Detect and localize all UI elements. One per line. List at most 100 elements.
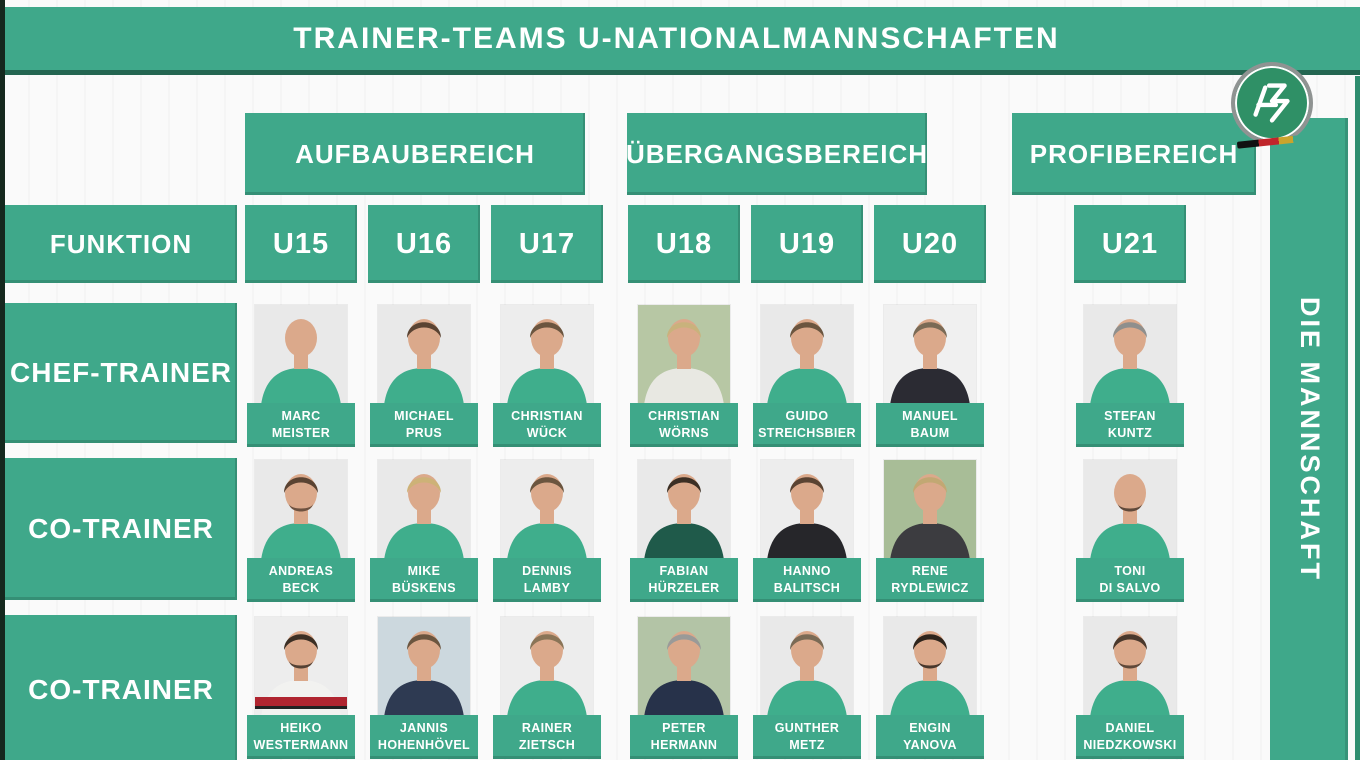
- person-photo: [638, 617, 730, 717]
- person-name-line: HANNO: [783, 564, 831, 579]
- row-label-line: TRAINER: [82, 673, 214, 705]
- column-header-u20: U20: [874, 205, 986, 283]
- person-name-plate: RENE RYDLEWICZ: [876, 558, 984, 602]
- person-name-plate: STEFAN KUNTZ: [1076, 403, 1184, 447]
- person-andreas-beck: ANDREAS BECK: [247, 460, 355, 604]
- person-name-line: ZIETSCH: [518, 738, 576, 752]
- person-name-plate: ENGIN YANOVA: [876, 715, 984, 759]
- group-header-profibereich: PROFIBEREICH: [1012, 113, 1256, 195]
- person-name-plate: MICHAEL PRUS: [370, 403, 478, 447]
- person-avatar-icon: [1084, 460, 1176, 560]
- person-name-line: HERMANN: [650, 738, 718, 752]
- person-photo: [761, 460, 853, 560]
- row-label-chef-trainer-1: CHEF- TRAINER: [5, 303, 237, 443]
- person-photo: [761, 305, 853, 405]
- person-avatar-icon: [501, 460, 593, 560]
- person-name-plate: MIKE BÜSKENS: [370, 558, 478, 602]
- person-name-plate: CHRISTIAN WÖRNS: [630, 403, 738, 447]
- person-avatar-icon: [884, 460, 976, 560]
- person-photo: [1084, 460, 1176, 560]
- person-photo: [1084, 617, 1176, 717]
- person-photo: [884, 460, 976, 560]
- side-banner: DIE MANNSCHAFT: [1270, 118, 1348, 760]
- person-hanno-balitsch: HANNO BALITSCH: [753, 460, 861, 604]
- person-avatar-icon: [761, 617, 853, 717]
- person-name-line: WÜCK: [526, 426, 568, 440]
- row-label-line: CO-: [28, 512, 83, 544]
- person-name-line: MANUEL: [902, 409, 958, 424]
- person-photo: [501, 617, 593, 717]
- person-name-plate: HEIKO WESTERMANN: [247, 715, 355, 759]
- person-heiko-westermann: HEIKO WESTERMANN: [247, 617, 355, 760]
- person-avatar-icon: [638, 305, 730, 405]
- person-name-plate: PETER HERMANN: [630, 715, 738, 759]
- column-header-u16: U16: [368, 205, 480, 283]
- person-avatar-icon: [255, 460, 347, 560]
- person-name-plate: GUNTHER METZ: [753, 715, 861, 759]
- side-banner-text: DIE MANNSCHAFT: [1294, 296, 1325, 582]
- function-header-box: FUNKTION: [5, 205, 237, 283]
- person-name-line: JANNIS: [399, 721, 449, 736]
- person-name-line: DI SALVO: [1099, 581, 1161, 595]
- person-photo: [501, 305, 593, 405]
- person-avatar-icon: [761, 460, 853, 560]
- person-name-plate: JANNIS HOHENHÖVEL: [370, 715, 478, 759]
- person-dennis-lamby: DENNIS LAMBY: [493, 460, 601, 604]
- person-name-line: BECK: [282, 581, 320, 595]
- person-name-line: BÜSKENS: [392, 581, 456, 595]
- person-jannis-hohenhövel: JANNIS HOHENHÖVEL: [370, 617, 478, 760]
- person-name-plate: CHRISTIAN WÜCK: [493, 403, 601, 447]
- person-name-line: ANDREAS: [268, 564, 334, 579]
- person-name-line: MEISTER: [271, 426, 331, 440]
- person-avatar-icon: [761, 305, 853, 405]
- page-title: TRAINER-TEAMS U-NATIONALMANNSCHAFTEN: [293, 21, 1060, 55]
- person-peter-hermann: PETER HERMANN: [630, 617, 738, 760]
- person-daniel-niedzkowski: DANIEL NIEDZKOWSKI: [1076, 617, 1184, 760]
- person-photo: [884, 617, 976, 717]
- person-avatar-icon: [638, 460, 730, 560]
- person-name-line: BALITSCH: [773, 581, 841, 595]
- person-name-line: KUNTZ: [1107, 426, 1153, 440]
- person-name-plate: DANIEL NIEDZKOWSKI: [1076, 715, 1184, 759]
- person-avatar-icon: [378, 617, 470, 717]
- person-avatar-icon: [638, 617, 730, 717]
- person-name-line: BAUM: [910, 426, 950, 440]
- person-name-line: RAINER: [521, 721, 573, 736]
- person-name-line: DENNIS: [522, 564, 572, 579]
- person-name-line: GUIDO: [785, 409, 829, 424]
- column-header-u17: U17: [491, 205, 603, 283]
- person-name-plate: GUIDO STREICHSBIER: [753, 403, 861, 447]
- person-name-line: RENE: [911, 564, 949, 579]
- person-name-line: CHRISTIAN: [648, 409, 720, 424]
- person-avatar-icon: [255, 617, 347, 717]
- person-name-line: PRUS: [405, 426, 443, 440]
- right-edge-strip: [1355, 76, 1360, 760]
- dfb-crest-logo: [1231, 62, 1313, 144]
- person-name-line: DANIEL: [1105, 721, 1155, 736]
- group-header-aufbaubereich: AUFBAUBEREICH: [245, 113, 585, 195]
- person-photo: [255, 617, 347, 717]
- row-label-co-trainer-3: CO- TRAINER: [5, 615, 237, 760]
- person-michael-prus: MICHAEL PRUS: [370, 305, 478, 449]
- person-name-line: ENGIN: [909, 721, 951, 736]
- person-name-line: WESTERMANN: [253, 738, 349, 752]
- person-name-plate: MARC MEISTER: [247, 403, 355, 447]
- person-photo: [761, 617, 853, 717]
- person-avatar-icon: [884, 617, 976, 717]
- person-name-line: MICHAEL: [394, 409, 454, 424]
- person-name-plate: RAINER ZIETSCH: [493, 715, 601, 759]
- row-label-line: TRAINER: [82, 512, 214, 544]
- person-photo: [884, 305, 976, 405]
- person-name-line: CHRISTIAN: [511, 409, 583, 424]
- row-label-line: TRAINER: [100, 356, 232, 388]
- person-photo: [378, 460, 470, 560]
- person-photo: [638, 305, 730, 405]
- person-guido-streichsbier: GUIDO STREICHSBIER: [753, 305, 861, 449]
- person-name-plate: DENNIS LAMBY: [493, 558, 601, 602]
- person-engin-yanova: ENGIN YANOVA: [876, 617, 984, 760]
- person-name-line: TONI: [1114, 564, 1146, 579]
- person-gunther-metz: GUNTHER METZ: [753, 617, 861, 760]
- group-header-übergangsbereich: ÜBERGANGSBEREICH: [626, 113, 927, 195]
- person-toni-di-salvo: TONI DI SALVO: [1076, 460, 1184, 604]
